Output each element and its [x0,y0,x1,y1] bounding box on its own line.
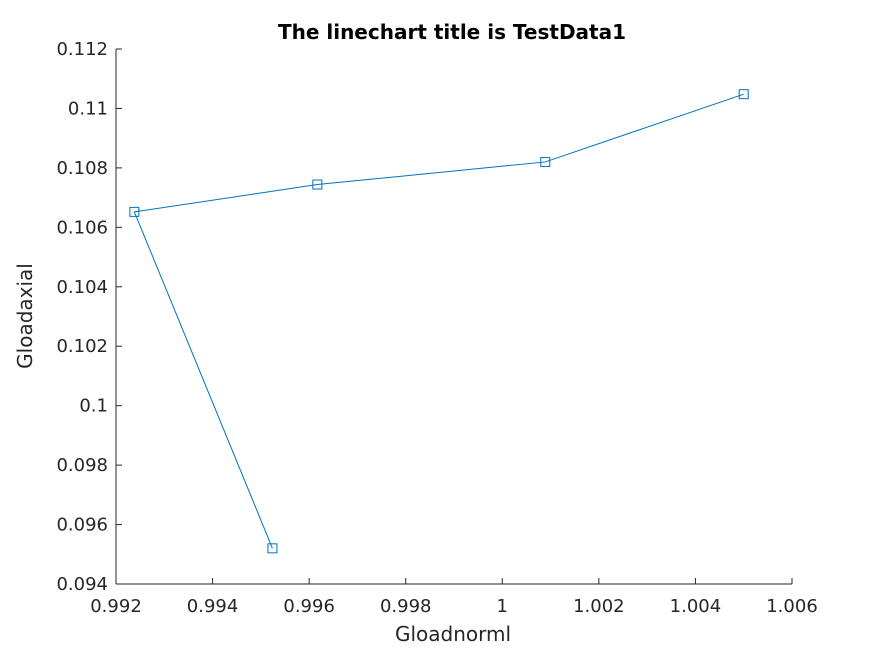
y-tick-label: 0.096 [56,515,108,536]
y-tick-label: 0.1 [79,396,108,417]
x-tick-label: 1.006 [766,596,818,617]
chart-title: The linechart title is TestData1 [278,20,626,44]
series-line [133,93,744,549]
data-point-marker [540,156,551,167]
x-tick-label: 0.996 [283,596,335,617]
y-tick-label: 0.094 [56,574,108,595]
x-tick-label: 1.004 [670,596,722,617]
y-axis-label: Gloadaxial [13,263,37,369]
y-tick-label: 0.104 [56,277,108,298]
x-tick-label: 1 [497,596,508,617]
y-tick-label: 0.11 [68,98,108,119]
x-tick-label: 1.002 [573,596,625,617]
x-tick-label: 0.992 [90,596,142,617]
y-tick-label: 0.106 [56,217,108,238]
data-point-marker [312,179,323,190]
x-tick-label: 0.998 [380,596,432,617]
x-tick-label: 0.994 [187,596,239,617]
series-layer [129,89,749,554]
y-tick-label: 0.112 [56,39,108,60]
data-point-marker [267,543,278,554]
y-tick-label: 0.108 [56,158,108,179]
y-tick-label: 0.098 [56,455,108,476]
data-point-marker [738,89,749,100]
x-ticks: 0.992 0.994 0.996 0.998 1 1.002 1.004 1.006 [90,578,818,617]
y-tick-label: 0.102 [56,336,108,357]
data-point-marker [129,206,140,217]
y-ticks: 0.094 0.096 0.098 0.1 0.102 0.104 0.106 0.108 0.… [56,39,122,595]
axes [115,49,792,585]
x-axis-label: Gloadnorml [395,622,511,646]
